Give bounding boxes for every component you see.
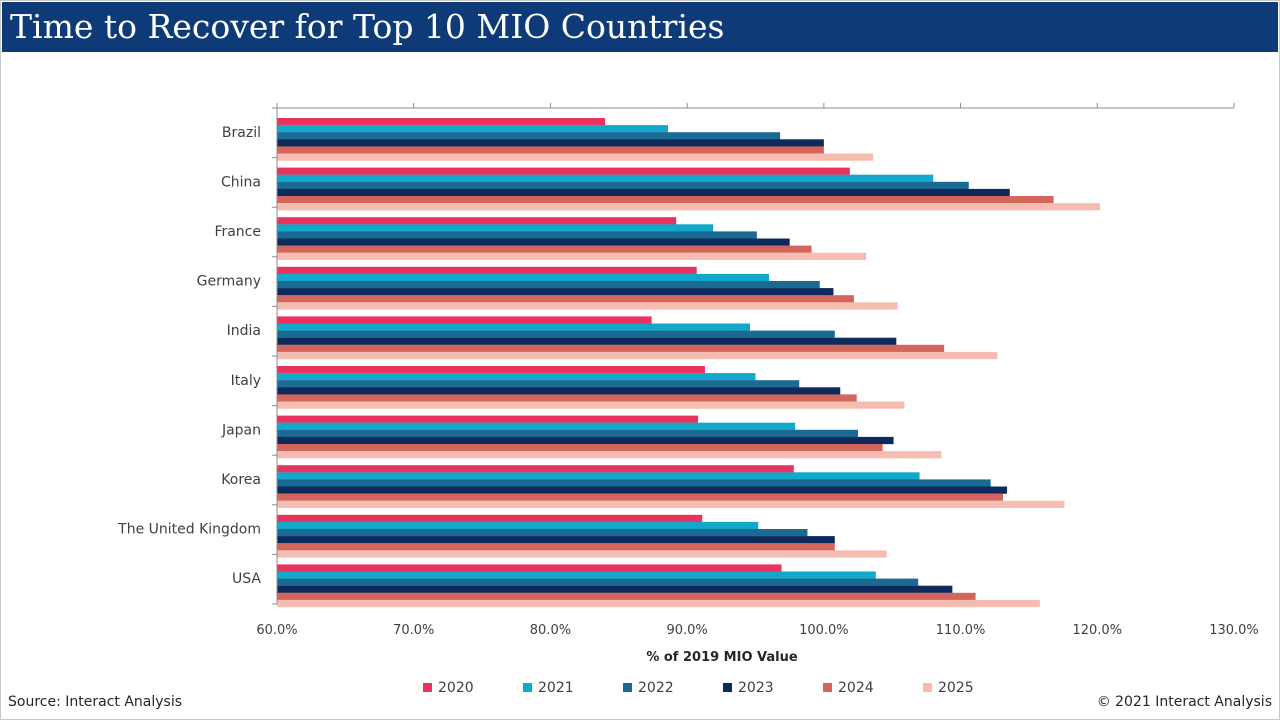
bar-korea-2023 <box>277 486 1008 494</box>
category-label: Brazil <box>222 125 261 141</box>
bar-the-united-kingdom-2023 <box>277 536 835 544</box>
bar-china-2025 <box>277 203 1101 211</box>
legend-label-2023: 2023 <box>738 680 774 696</box>
bar-korea-2021 <box>277 472 920 480</box>
x-tick-label: 110.0% <box>936 623 986 638</box>
bar-france-2020 <box>277 217 677 225</box>
bar-usa-2024 <box>277 592 976 601</box>
title-divider <box>2 50 1278 52</box>
bar-france-2023 <box>277 238 790 246</box>
x-tick-label: 90.0% <box>666 623 707 638</box>
bar-germany-2024 <box>277 295 854 303</box>
bar-italy-2021 <box>277 373 756 381</box>
bar-france-2022 <box>277 231 757 239</box>
bar-india-2020 <box>277 316 652 324</box>
bar-china-2023 <box>277 188 1010 197</box>
category-label: Japan <box>221 422 261 438</box>
bar-usa-2021 <box>277 571 876 579</box>
title-bar: Time to Recover for Top 10 MIO Countries <box>2 2 1278 50</box>
x-tick-label: 80.0% <box>530 623 571 638</box>
bar-italy-2023 <box>277 387 841 395</box>
bar-italy-2020 <box>277 366 705 374</box>
legend-swatch-2023 <box>723 683 732 692</box>
bar-germany-2023 <box>277 288 834 296</box>
category-label: Italy <box>231 373 261 389</box>
legend-label-2021: 2021 <box>538 680 574 696</box>
page-title: Time to Recover for Top 10 MIO Countries <box>10 7 725 46</box>
legend-label-2025: 2025 <box>938 680 974 696</box>
bar-india-2022 <box>277 330 835 338</box>
legend-swatch-2020 <box>423 683 432 692</box>
bar-korea-2025 <box>277 500 1065 508</box>
bar-germany-2021 <box>277 273 770 282</box>
bar-the-united-kingdom-2024 <box>277 543 835 551</box>
bar-germany-2025 <box>277 302 898 310</box>
bar-japan-2025 <box>277 451 942 459</box>
bar-brazil-2020 <box>277 118 606 126</box>
bar-china-2022 <box>277 181 969 190</box>
x-tick-label: 130.0% <box>1209 623 1259 638</box>
bar-korea-2024 <box>277 493 1003 501</box>
bar-the-united-kingdom-2025 <box>277 550 887 558</box>
x-tick-label: 120.0% <box>1072 623 1122 638</box>
bar-china-2021 <box>277 174 934 182</box>
category-label: China <box>221 174 261 190</box>
bar-brazil-2025 <box>277 153 874 161</box>
bar-japan-2022 <box>277 429 859 438</box>
bar-france-2024 <box>277 245 812 253</box>
source-note: Source: Interact Analysis <box>8 694 183 710</box>
bar-usa-2025 <box>277 599 1040 608</box>
category-label: France <box>214 224 261 240</box>
bar-japan-2024 <box>277 444 883 452</box>
bar-china-2024 <box>277 196 1054 204</box>
bar-brazil-2022 <box>277 132 781 140</box>
bar-germany-2022 <box>277 281 820 289</box>
bar-france-2025 <box>277 252 867 260</box>
x-tick-label: 60.0% <box>256 623 297 638</box>
category-label: India <box>227 323 261 339</box>
bar-india-2024 <box>277 344 945 353</box>
x-axis-title: % of 2019 MIO Value <box>646 650 798 665</box>
bar-india-2025 <box>277 351 998 360</box>
legend-label-2022: 2022 <box>638 680 674 696</box>
bar-france-2021 <box>277 224 714 232</box>
bar-italy-2025 <box>277 401 905 409</box>
legend-swatch-2021 <box>523 683 532 692</box>
category-label: The United Kingdom <box>117 522 261 538</box>
bar-usa-2020 <box>277 564 782 572</box>
bar-korea-2022 <box>277 479 991 487</box>
legend-label-2024: 2024 <box>838 680 874 696</box>
bar-the-united-kingdom-2022 <box>277 529 808 537</box>
legend-swatch-2024 <box>823 683 832 692</box>
category-label: Germany <box>197 274 261 290</box>
bar-germany-2020 <box>277 266 697 275</box>
bar-japan-2020 <box>277 415 699 423</box>
x-tick-label: 100.0% <box>799 623 849 638</box>
category-label: USA <box>232 571 261 587</box>
bar-the-united-kingdom-2021 <box>277 521 759 530</box>
bar-korea-2020 <box>277 465 794 473</box>
bar-china-2020 <box>277 167 850 175</box>
bar-the-united-kingdom-2020 <box>277 514 703 523</box>
bar-usa-2023 <box>277 585 953 593</box>
copyright-note: © 2021 Interact Analysis <box>1096 694 1272 710</box>
bar-japan-2023 <box>277 436 894 445</box>
bar-india-2023 <box>277 337 897 345</box>
category-label: Korea <box>221 472 261 488</box>
bar-brazil-2021 <box>277 125 668 133</box>
bar-usa-2022 <box>277 578 919 586</box>
bar-india-2021 <box>277 323 751 331</box>
bar-japan-2021 <box>277 422 796 430</box>
legend-swatch-2025 <box>923 683 932 692</box>
bar-italy-2022 <box>277 380 800 388</box>
legend-swatch-2022 <box>623 683 632 692</box>
legend-label-2020: 2020 <box>438 680 474 696</box>
bar-brazil-2024 <box>277 146 824 154</box>
bar-brazil-2023 <box>277 139 824 147</box>
x-tick-label: 70.0% <box>393 623 434 638</box>
bar-italy-2024 <box>277 394 857 402</box>
